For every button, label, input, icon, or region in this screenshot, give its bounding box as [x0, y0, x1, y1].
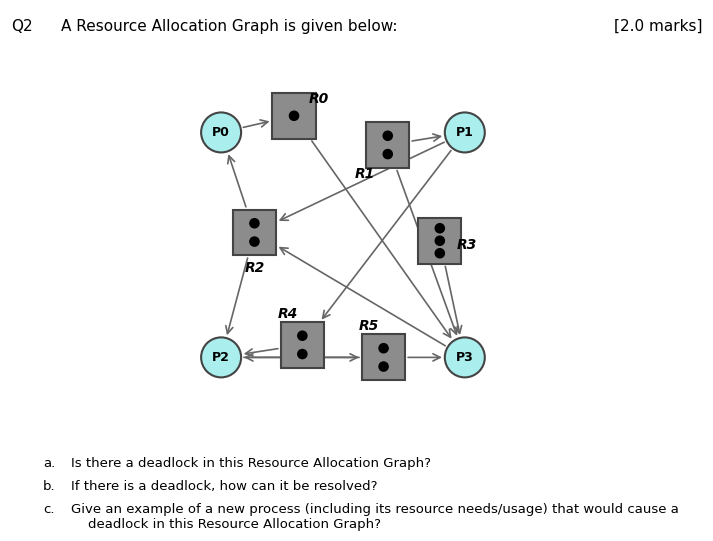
Text: P1: P1	[456, 126, 473, 139]
Bar	[418, 218, 461, 263]
Circle shape	[250, 219, 259, 228]
Circle shape	[298, 331, 307, 340]
Circle shape	[435, 236, 444, 245]
Circle shape	[445, 338, 485, 378]
Text: P3: P3	[456, 351, 473, 364]
Text: a.: a.	[43, 457, 55, 470]
Text: R0: R0	[309, 92, 329, 106]
Bar	[272, 93, 316, 138]
Text: If there is a deadlock, how can it be resolved?: If there is a deadlock, how can it be re…	[71, 480, 378, 493]
Text: P0: P0	[212, 126, 230, 139]
Text: R5: R5	[359, 319, 379, 333]
Circle shape	[383, 149, 392, 159]
Text: b.: b.	[43, 480, 56, 493]
Text: R1: R1	[354, 167, 375, 181]
Text: Is there a deadlock in this Resource Allocation Graph?: Is there a deadlock in this Resource All…	[71, 457, 431, 470]
Text: R4: R4	[277, 307, 298, 321]
Bar	[362, 334, 405, 380]
Circle shape	[289, 111, 299, 120]
Circle shape	[201, 113, 241, 153]
Circle shape	[379, 362, 388, 371]
Text: P2: P2	[212, 351, 230, 364]
Circle shape	[445, 113, 485, 153]
Text: c.: c.	[43, 503, 54, 516]
Text: Q2: Q2	[11, 19, 32, 34]
Bar	[281, 322, 324, 368]
Circle shape	[201, 338, 241, 378]
Bar	[232, 209, 276, 255]
Circle shape	[298, 349, 307, 359]
Circle shape	[435, 249, 444, 258]
Circle shape	[435, 223, 444, 233]
Text: R3: R3	[457, 238, 477, 252]
Text: Give an example of a new process (including its resource needs/usage) that would: Give an example of a new process (includ…	[71, 503, 679, 531]
Circle shape	[383, 131, 392, 140]
Circle shape	[250, 237, 259, 246]
Text: [2.0 marks]: [2.0 marks]	[614, 19, 702, 34]
Circle shape	[379, 344, 388, 353]
Bar	[366, 122, 409, 168]
Text: A Resource Allocation Graph is given below:: A Resource Allocation Graph is given bel…	[61, 19, 397, 34]
Text: R2: R2	[245, 261, 265, 275]
